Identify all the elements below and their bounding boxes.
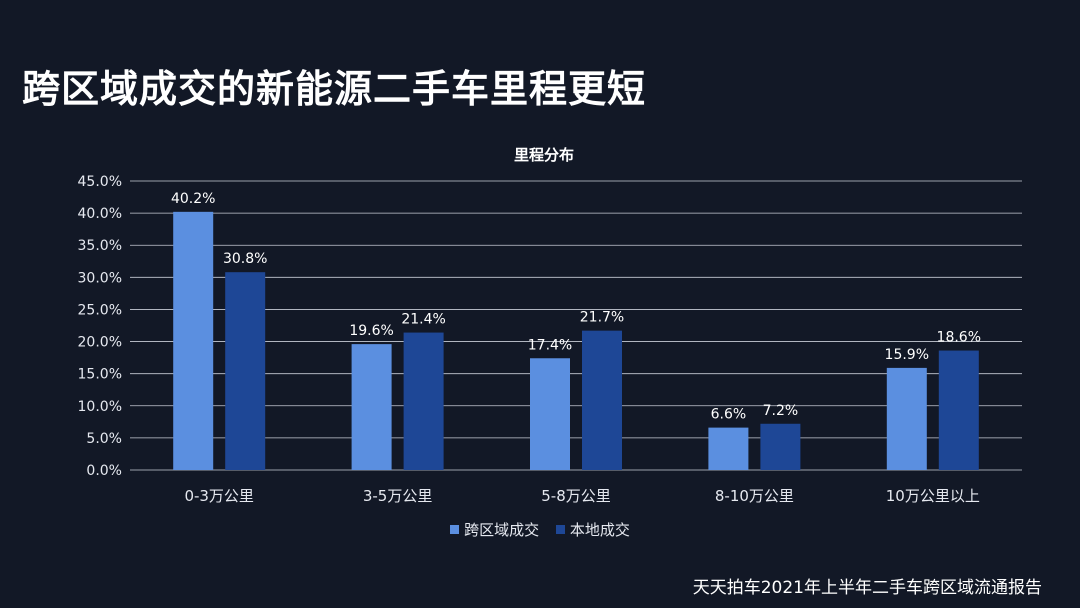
y-tick-label: 35.0% [78, 238, 122, 254]
legend-label-cross-region: 跨区域成交 [464, 521, 540, 539]
legend-swatch-cross-region [450, 525, 460, 534]
data-label-local: 18.6% [937, 330, 981, 346]
x-tick-label: 10万公里以上 [886, 487, 980, 505]
x-axis-ticks: 0-3万公里 3-5万公里 5-8万公里 8-10万公里 10万公里以上 [184, 487, 979, 505]
page-title: 跨区域成交的新能源二手车里程更短 [22, 67, 647, 111]
bar-local [225, 272, 266, 470]
chart-title: 里程分布 [514, 146, 574, 164]
bar-cross-region [708, 427, 749, 470]
legend-swatch-local [555, 525, 565, 534]
data-labels: 40.2% 30.8% 19.6% 21.4% 17.4% 21.7% 6.6% 7.2% 15… [171, 191, 981, 423]
data-label-cross-region: 17.4% [528, 337, 572, 353]
legend-item-cross-region: 跨区域成交 [450, 519, 539, 540]
y-tick-label: 25.0% [78, 302, 122, 318]
bar-cross-region [530, 358, 570, 470]
legend: 跨区域成交 本地成交 [0, 519, 1080, 540]
bar-cross-region [173, 211, 214, 470]
y-tick-label: 40.0% [78, 206, 122, 222]
y-axis-ticks: 0.0% 5.0% 10.0% 15.0% 20.0% 25.0% 30.0% 35.0% 40… [78, 174, 122, 479]
y-tick-label: 10.0% [78, 399, 122, 415]
y-tick-label: 30.0% [78, 270, 122, 286]
data-label-local: 21.7% [580, 310, 624, 326]
data-label-local: 7.2% [763, 403, 799, 419]
data-label-local: 21.4% [401, 312, 445, 328]
bar-local [582, 330, 622, 470]
x-tick-label: 8-10万公里 [715, 487, 794, 505]
bar-local [403, 332, 444, 470]
data-label-local: 30.8% [223, 251, 267, 267]
data-label-cross-region: 19.6% [349, 323, 393, 339]
bar-local [760, 423, 801, 470]
data-label-cross-region: 6.6% [711, 407, 747, 423]
bar-cross-region [351, 344, 392, 470]
y-tick-label: 45.0% [78, 174, 122, 190]
data-label-cross-region: 40.2% [171, 191, 215, 207]
bars [173, 211, 979, 470]
x-tick-label: 3-5万公里 [363, 487, 433, 505]
bar-local [938, 350, 979, 470]
data-label-cross-region: 15.9% [885, 347, 929, 363]
source-note: 天天拍车2021年上半年二手车跨区域流通报告 [692, 578, 1042, 598]
bar-cross-region [886, 367, 927, 470]
gridlines [130, 180, 1022, 471]
x-tick-label: 0-3万公里 [184, 487, 254, 505]
y-tick-label: 15.0% [78, 367, 122, 383]
legend-label-local: 本地成交 [569, 521, 630, 539]
y-tick-label: 5.0% [86, 431, 122, 447]
x-tick-label: 5-8万公里 [541, 487, 611, 505]
legend-item-local: 本地成交 [555, 519, 630, 540]
y-tick-label: 20.0% [78, 335, 122, 351]
y-tick-label: 0.0% [86, 463, 122, 479]
